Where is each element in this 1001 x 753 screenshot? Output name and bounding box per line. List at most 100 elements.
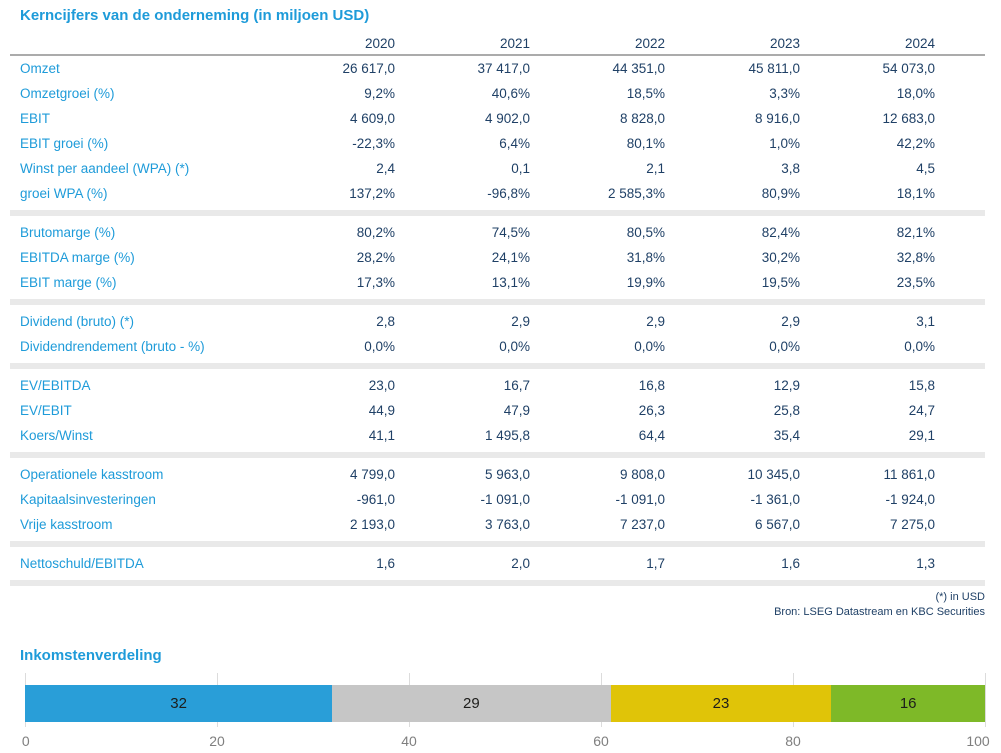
table-row: groei WPA (%) 137,2% -96,8% 2 585,3% 80,9% 18… xyxy=(10,181,985,206)
cell-value: 1,6 xyxy=(781,556,800,571)
cell-value: 1,7 xyxy=(646,556,665,571)
cell-value: 17,3% xyxy=(356,275,395,290)
year-header: 2024 xyxy=(904,36,935,51)
cell-value: 23,0 xyxy=(368,378,395,393)
row-label: Winst per aandeel (WPA) (*) xyxy=(20,160,190,176)
cell-value: 2,4 xyxy=(376,161,395,176)
cell-value: 35,4 xyxy=(773,428,800,443)
cell-value: 137,2% xyxy=(349,186,395,201)
cell-value: 2,1 xyxy=(646,161,665,176)
row-label: EBIT xyxy=(20,110,51,126)
cell-value: 0,0% xyxy=(904,339,935,354)
row-label: Dividendrendement (bruto - %) xyxy=(20,338,205,354)
cell-value: 6 567,0 xyxy=(754,517,800,532)
cell-value: 10 345,0 xyxy=(747,467,800,482)
cell-value: -1 091,0 xyxy=(615,492,665,507)
income-distribution-chart: Inkomstenverdeling 32 29 23 16 0 20 40 60 80 100 xyxy=(10,647,990,753)
cell-value: 2,9 xyxy=(511,314,530,329)
row-label: Brutomarge (%) xyxy=(20,224,116,240)
cell-value: 32,8% xyxy=(896,250,935,265)
year-header: 2023 xyxy=(769,36,800,51)
table-row: EBITDA marge (%) 28,2% 24,1% 31,8% 30,2% 32,8… xyxy=(10,245,985,270)
table-body: Omzet 26 617,0 37 417,0 44 351,0 45 811,0 54 … xyxy=(10,56,985,586)
cell-value: 18,0% xyxy=(896,86,935,101)
row-label: EV/EBITDA xyxy=(20,377,91,393)
table-row: Dividendrendement (bruto - %) 0,0% 0,0% 0,0… xyxy=(10,334,985,359)
bar-segment: 32 xyxy=(25,685,333,722)
cell-value: 18,1% xyxy=(896,186,935,201)
table-row: Vrije kasstroom 2 193,0 3 763,0 7 237,0 6 56… xyxy=(10,512,985,537)
x-axis-tick-label: 60 xyxy=(593,733,609,749)
cell-value: 8 828,0 xyxy=(619,111,665,126)
bar-segment: 16 xyxy=(831,685,985,722)
cell-value: -22,3% xyxy=(352,136,395,151)
cell-value: 7 275,0 xyxy=(889,517,935,532)
cell-value: 24,7 xyxy=(908,403,935,418)
row-label: Omzetgroei (%) xyxy=(20,85,115,101)
table-row: EBIT groei (%) -22,3% 6,4% 80,1% 1,0% 42,2% xyxy=(10,131,985,156)
section-divider-band xyxy=(10,580,985,586)
row-label: Omzet xyxy=(20,60,60,76)
cell-value: 26,3 xyxy=(638,403,665,418)
key-figures-table: 2020 2021 2022 2023 2024 Omzet 26 617,0 37 417… xyxy=(10,33,985,586)
cell-value: 47,9 xyxy=(503,403,530,418)
row-label: EV/EBIT xyxy=(20,402,72,418)
cell-value: 19,5% xyxy=(761,275,800,290)
table-row: EV/EBITDA 23,0 16,7 16,8 12,9 15,8 xyxy=(10,373,985,398)
cell-value: -1 091,0 xyxy=(480,492,530,507)
cell-value: 44,9 xyxy=(368,403,395,418)
year-header: 2021 xyxy=(499,36,530,51)
cell-value: -961,0 xyxy=(356,492,395,507)
table-row: Omzetgroei (%) 9,2% 40,6% 18,5% 3,3% 18,0% xyxy=(10,81,985,106)
x-axis-tick-label: 80 xyxy=(785,733,801,749)
cell-value: 2,8 xyxy=(376,314,395,329)
table-row: Winst per aandeel (WPA) (*) 2,4 0,1 2,1 3,8 4… xyxy=(10,156,985,181)
chart-plot-area: 32 29 23 16 xyxy=(25,673,986,727)
cell-value: 30,2% xyxy=(761,250,800,265)
cell-value: 19,9% xyxy=(626,275,665,290)
cell-value: 41,1 xyxy=(368,428,395,443)
cell-value: 0,1 xyxy=(511,161,530,176)
row-label: Koers/Winst xyxy=(20,427,93,443)
table-header-row: 2020 2021 2022 2023 2024 xyxy=(10,33,985,56)
cell-value: 4,5 xyxy=(916,161,935,176)
cell-value: 2,9 xyxy=(646,314,665,329)
year-header: 2022 xyxy=(634,36,665,51)
cell-value: 11 861,0 xyxy=(883,467,935,482)
cell-value: 1 495,8 xyxy=(484,428,530,443)
cell-value: 42,2% xyxy=(896,136,935,151)
row-label: EBIT marge (%) xyxy=(20,274,117,290)
cell-value: 2 585,3% xyxy=(607,186,665,201)
cell-value: 4 799,0 xyxy=(349,467,395,482)
page-title: Kerncijfers van de onderneming (in miljo… xyxy=(20,7,370,24)
section-divider-band xyxy=(10,363,985,369)
cell-value: -1 924,0 xyxy=(885,492,935,507)
table-row: Kapitaalsinvesteringen -961,0 -1 091,0 -1 0… xyxy=(10,487,985,512)
source-line: Bron: LSEG Datastream en KBC Securities xyxy=(774,606,985,618)
gridline xyxy=(985,673,986,727)
table-row: Nettoschuld/EBITDA 1,6 2,0 1,7 1,6 1,3 xyxy=(10,551,985,576)
cell-value: 80,5% xyxy=(626,225,665,240)
cell-value: 45 811,0 xyxy=(748,61,800,76)
cell-value: 9 808,0 xyxy=(619,467,665,482)
row-label: Nettoschuld/EBITDA xyxy=(20,555,144,571)
table-row: Dividend (bruto) (*) 2,8 2,9 2,9 2,9 3,1 xyxy=(10,309,985,334)
cell-value: 2,9 xyxy=(781,314,800,329)
cell-value: 29,1 xyxy=(908,428,935,443)
cell-value: 74,5% xyxy=(491,225,530,240)
x-axis-tick-label: 40 xyxy=(401,733,417,749)
cell-value: 28,2% xyxy=(356,250,395,265)
cell-value: 25,8 xyxy=(773,403,800,418)
cell-value: 82,1% xyxy=(896,225,935,240)
table-row: Omzet 26 617,0 37 417,0 44 351,0 45 811,0 54 … xyxy=(10,56,985,81)
table-footnotes: (*) in USD Bron: LSEG Datastream en KBC … xyxy=(10,590,985,620)
cell-value: 7 237,0 xyxy=(619,517,665,532)
cell-value: 24,1% xyxy=(491,250,530,265)
cell-value: 3,3% xyxy=(769,86,800,101)
cell-value: 0,0% xyxy=(364,339,395,354)
row-label: Operationele kasstroom xyxy=(20,466,164,482)
cell-value: 3 763,0 xyxy=(484,517,530,532)
cell-value: 40,6% xyxy=(491,86,530,101)
section-divider-band xyxy=(10,299,985,305)
